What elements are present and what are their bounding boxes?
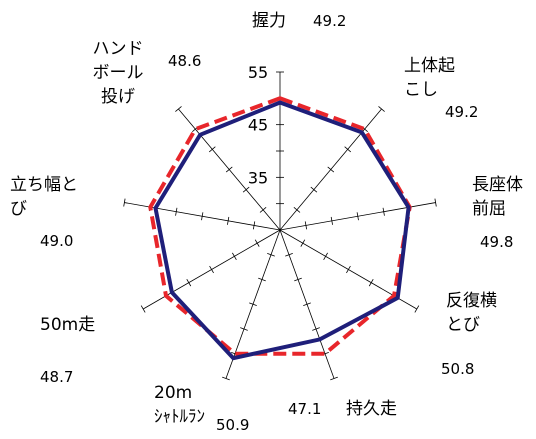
axis-tick-1-0: [293, 206, 301, 213]
axis-tick-7-1: [227, 216, 230, 225]
axis-tick-6-1: [232, 252, 237, 260]
axis-tick-2-2: [356, 212, 359, 221]
axis-value-label-5: 50.9: [216, 416, 249, 434]
axis-value-label-6: 48.7: [40, 368, 73, 386]
axis-tick-1-5: [378, 106, 385, 112]
axis-tick-1-3: [344, 146, 352, 153]
axis-tick-4-3: [312, 327, 320, 331]
axis-value-label-8: 48.6: [168, 52, 201, 70]
axis-value-label-7: 49.0: [40, 232, 73, 250]
axis-label-3-line-0: 反復横: [446, 291, 497, 311]
axis-label-6-line-0: 50m走: [40, 315, 95, 335]
axis-label-5-line-0: 20m: [154, 383, 192, 403]
axis-label-2-line-0: 長座体: [472, 175, 523, 195]
series-line-0: [153, 100, 411, 361]
radial-tick-label-0: 35: [248, 168, 268, 187]
radial-tick-label-1: 45: [248, 116, 268, 135]
axis-tick-8-2: [225, 166, 233, 173]
axis-tick-6-2: [209, 265, 214, 274]
axis-tick-7-0: [252, 221, 256, 230]
axis-tick-5-1: [258, 277, 266, 282]
axis-label-8-line-1: ボール: [93, 63, 144, 83]
axis-tick-2-5: [434, 198, 437, 207]
axis-tick-3-3: [368, 279, 374, 287]
axis-tick-6-0: [254, 239, 260, 247]
radial-tick-labels: 35 45 55: [248, 63, 268, 187]
axis-label-0-line-0: 握力: [252, 11, 286, 31]
axis-tick-8-3: [208, 146, 216, 153]
axis-tick-8-1: [242, 186, 250, 193]
axis-tick-3-0: [300, 239, 306, 247]
axis-label-4-line-0: 持久走: [346, 399, 397, 419]
axis-tick-3-1: [323, 252, 328, 260]
axis-label-3-line-1: とび: [446, 315, 480, 335]
axis-tick-5-5: [222, 376, 230, 381]
axis-tick-2-0: [304, 221, 308, 230]
axis-tick-4-0: [285, 253, 293, 257]
axis-label-8-line-0: ハンド: [93, 39, 144, 59]
axes-layer: [123, 71, 437, 381]
axis-tick-4-1: [294, 277, 302, 282]
axis-value-label-3: 50.8: [441, 360, 474, 378]
axis-tick-8-0: [259, 206, 267, 213]
axis-tick-2-3: [382, 207, 385, 216]
axis-tick-7-3: [175, 207, 178, 216]
axis-tick-5-3: [240, 327, 248, 331]
axis-tick-7-5: [123, 198, 126, 207]
axis-label-group-5: 20m ｼｬﾄﾙﾗﾝ 50.9: [154, 383, 249, 434]
axis-label-7-line-0: 立ち幅と: [10, 175, 78, 195]
axis-label-5-line-1: ｼｬﾄﾙﾗﾝ: [154, 407, 205, 427]
series-line-1: [148, 96, 412, 356]
axis-label-2-line-1: 前屈: [472, 199, 506, 219]
axis-value-label-1: 49.2: [445, 103, 478, 121]
axis-tick-6-3: [186, 279, 192, 287]
axis-value-label-4: 47.1: [288, 400, 321, 418]
axis-tick-8-5: [175, 106, 182, 112]
axis-label-1-line-0: 上体起: [404, 56, 455, 76]
axis-label-group-6: 50m走 48.7: [40, 315, 95, 386]
axis-label-1-line-1: こし: [404, 80, 438, 100]
axis-label-7-line-1: び: [10, 199, 27, 219]
axis-tick-4-2: [303, 302, 311, 306]
axis-tick-4-5: [330, 376, 338, 381]
axis-tick-6-5: [140, 305, 146, 313]
axis-tick-5-0: [267, 253, 275, 257]
axis-tick-3-2: [346, 265, 351, 274]
axis-tick-7-2: [201, 212, 204, 221]
axis-tick-3-5: [414, 305, 420, 313]
radial-tick-label-2: 55: [248, 63, 268, 82]
axis-label-8-line-2: 投げ: [101, 87, 135, 107]
axis-value-label-2: 49.8: [480, 233, 513, 251]
axis-tick-1-2: [327, 166, 335, 173]
axis-label-group-4: 持久走 47.1: [288, 399, 397, 419]
axis-tick-2-1: [330, 216, 333, 225]
axis-tick-5-2: [249, 302, 257, 306]
axis-value-label-0: 49.2: [313, 12, 346, 30]
axis-label-group-0: 握力 49.2: [252, 11, 346, 31]
axis-tick-1-1: [310, 186, 318, 193]
series-layer: [148, 96, 412, 361]
